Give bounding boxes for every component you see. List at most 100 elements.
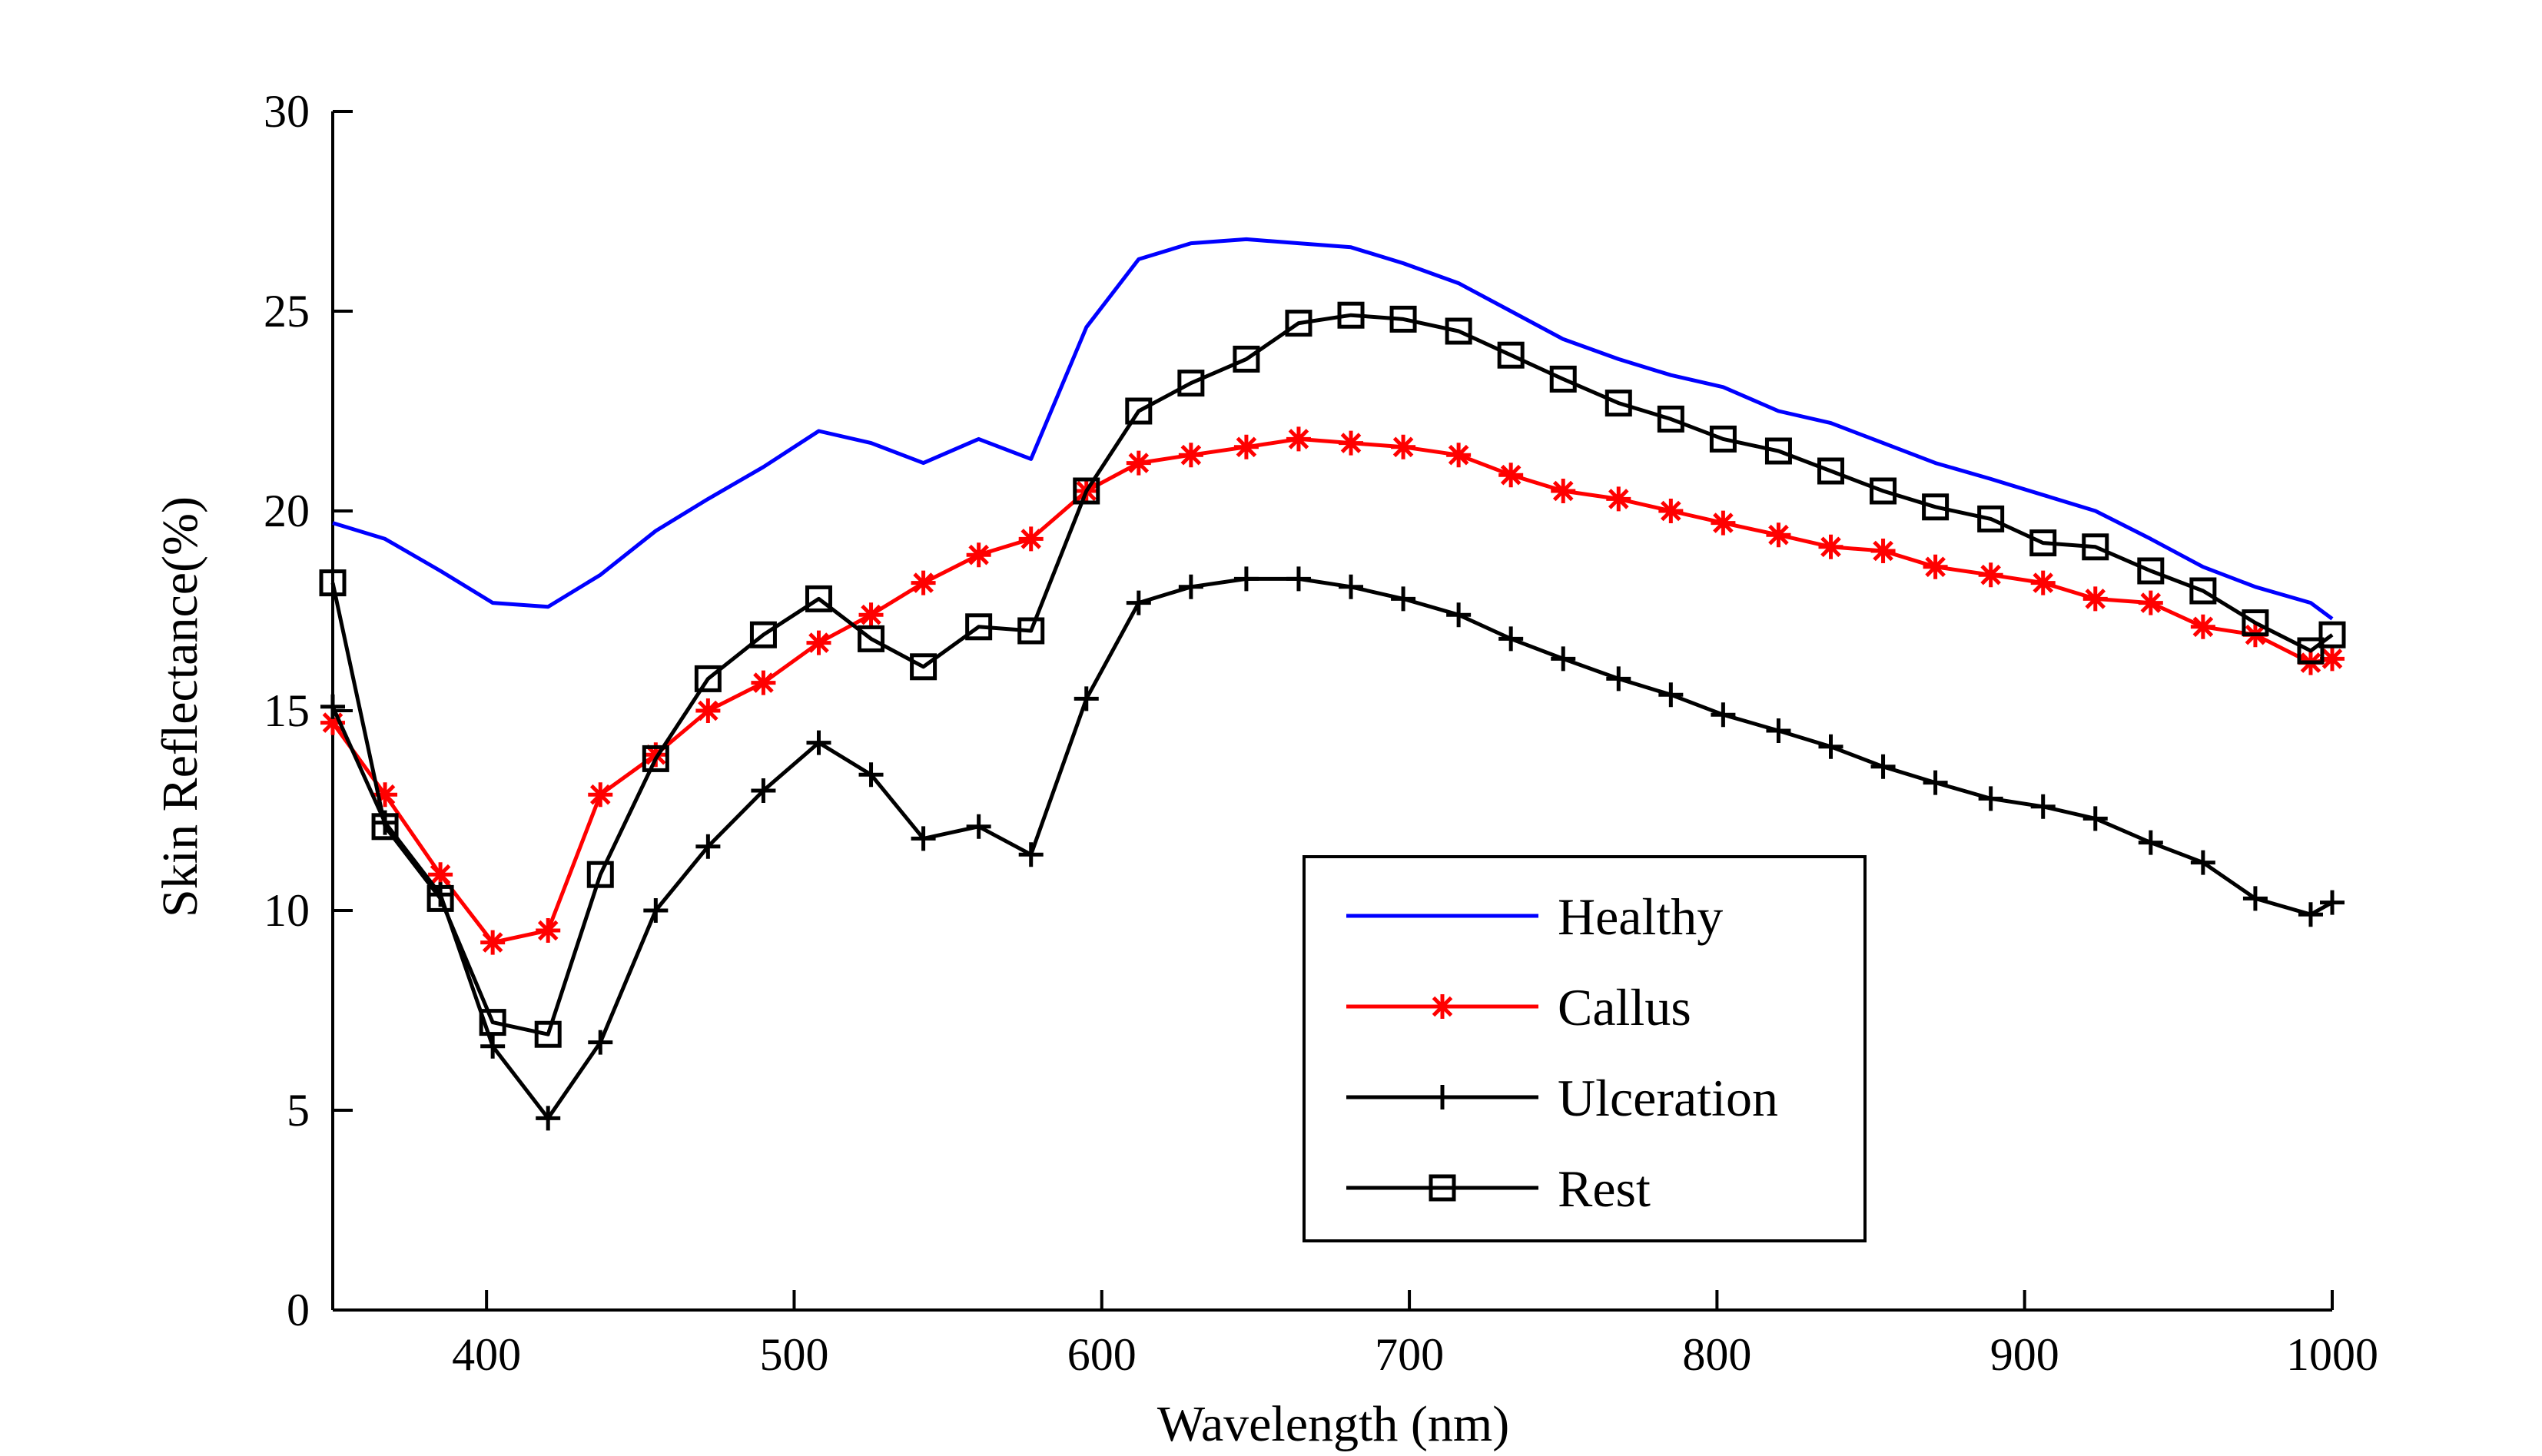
data-point-ulceration [1446,602,1472,628]
y-tick-label: 0 [287,1285,310,1335]
data-point-ulceration [1233,566,1259,592]
data-point-ulceration [320,694,345,719]
data-point-callus [1978,562,2003,588]
data-point-ulceration [1658,682,1684,708]
legend-item-rest: Rest [1346,1159,1651,1218]
data-point-callus [2320,646,2345,672]
data-point-ulceration [695,834,721,859]
data-point-callus [1711,510,1736,536]
data-point-rest [1177,370,1205,397]
data-point-ulceration [2138,830,2163,855]
x-tick-label: 500 [759,1329,828,1380]
legend-item-ulceration: Ulceration [1346,1069,1778,1127]
data-point-rest [1764,437,1792,465]
y-axis-ticks: 0 5 10 15 20 25 30 [264,86,353,1335]
y-tick-label: 5 [287,1085,310,1136]
legend-label-healthy: Healthy [1558,887,1723,946]
data-point-rest [371,813,399,841]
data-point-rest [1605,390,1632,417]
data-point-callus [1233,434,1259,459]
data-point-ulceration [2242,886,2268,911]
legend-marker-rest [1429,1174,1456,1202]
data-point-callus [1870,539,1896,563]
data-point-callus [320,710,345,735]
data-point-ulceration [1178,574,1203,599]
data-point-ulceration [1978,786,2003,811]
data-point-callus [588,782,613,808]
data-point-callus [2082,586,2108,612]
data-point-callus [2030,570,2056,595]
data-point-callus [1339,430,1364,456]
y-axis-label: Skin Reflectance(%) [152,496,208,917]
legend-marker-callus [1430,994,1455,1019]
data-point-callus [858,602,884,628]
data-point-ulceration [2320,890,2345,915]
data-point-rest [1870,477,1897,505]
x-tick-label: 1000 [2286,1329,2378,1380]
data-point-callus [1018,526,1044,552]
data-point-ulceration [1126,590,1151,615]
data-point-callus [428,862,453,887]
y-tick-label: 20 [264,486,310,536]
data-point-rest [1389,305,1417,333]
data-point-ulceration [1551,646,1576,672]
data-point-rest [1922,493,1950,521]
data-point-rest [858,625,885,652]
data-point-callus [806,630,831,655]
data-point-rest [2189,577,2217,605]
data-point-rest [1337,301,1365,329]
legend-box [1303,855,1867,1242]
data-point-callus [966,542,991,568]
data-point-callus [1551,479,1576,503]
data-point-rest [426,884,454,912]
data-point-rest [749,621,777,648]
data-point-ulceration [1391,586,1416,612]
data-point-callus [480,930,506,955]
series-rest [319,301,2346,1048]
data-point-rest [534,1020,562,1048]
data-point-ulceration [1339,574,1364,599]
x-axis-label: Wavelength (nm) [1157,1396,1509,1452]
data-point-callus [1658,499,1684,523]
data-point-callus [1446,443,1472,468]
data-point-ulceration [2030,794,2056,819]
data-point-rest [1445,317,1472,345]
legend-marker-ulceration [1430,1085,1455,1109]
y-tick-label: 10 [264,885,310,936]
x-tick-label: 800 [1682,1329,1751,1380]
data-point-rest [910,653,937,681]
data-point-rest [2297,637,2325,665]
series-line-healthy [332,237,2334,621]
data-point-ulceration [858,762,884,788]
data-point-callus [751,670,776,695]
data-point-callus [911,570,936,595]
data-point-rest [1977,505,2005,532]
x-tick-label: 600 [1067,1329,1137,1380]
data-point-rest [1817,457,1844,485]
data-point-callus [1126,450,1151,476]
data-point-rest [642,745,669,772]
x-tick-label: 900 [1990,1329,2059,1380]
data-point-callus [1498,463,1524,488]
x-tick-label: 700 [1375,1329,1444,1380]
data-point-rest [1709,425,1737,453]
y-tick-label: 15 [264,685,310,736]
series-layer [319,237,2346,1131]
data-point-ulceration [1923,770,1948,795]
legend-item-callus: Callus [1346,978,1691,1036]
data-point-rest [1285,310,1312,337]
data-point-ulceration [643,898,669,923]
data-point-ulceration [536,1106,561,1131]
data-point-rest [2137,557,2165,585]
data-point-callus [536,918,561,943]
x-axis-ticks: 400 500 600 700 800 900 1000 [452,1290,2378,1380]
data-point-rest [965,613,993,641]
data-point-rest [1125,397,1153,425]
series-healthy [332,237,2334,621]
data-point-rest [479,1009,506,1036]
data-point-rest [1657,405,1684,433]
data-point-rest [1549,365,1577,393]
data-point-rest [1497,341,1525,369]
legend: Healthy Callus Ulceration Rest [1303,855,1867,1242]
data-point-callus [1818,534,1843,559]
